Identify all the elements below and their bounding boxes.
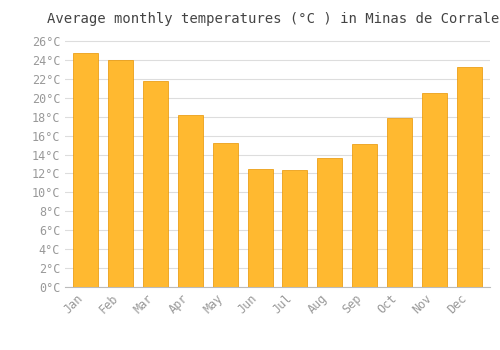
Bar [456, 68, 481, 287]
Bar [248, 169, 272, 287]
Bar [422, 93, 447, 287]
Title: Average monthly temperatures (°C ) in Minas de Corrales: Average monthly temperatures (°C ) in Mi… [47, 12, 500, 26]
Bar [212, 143, 238, 287]
Bar [108, 60, 134, 287]
Bar [282, 170, 308, 287]
Bar [317, 158, 342, 287]
Bar [178, 115, 203, 287]
Bar [387, 118, 412, 287]
Bar [352, 144, 377, 287]
Bar [74, 53, 98, 287]
Bar [143, 81, 168, 287]
